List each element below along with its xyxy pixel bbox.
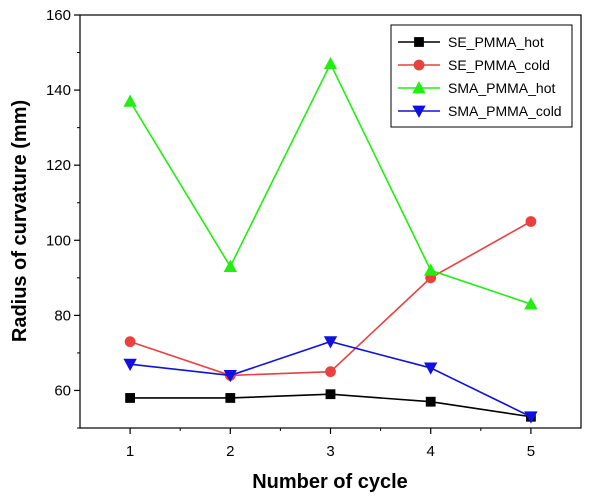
series-SMA_PMMA_cold — [123, 336, 538, 424]
legend-label: SE_PMMA_hot — [448, 34, 544, 50]
legend-marker — [413, 59, 425, 71]
data-point — [223, 259, 237, 272]
y-tick-label: 80 — [54, 307, 71, 324]
series-line — [129, 220, 532, 377]
data-point — [124, 336, 136, 348]
legend-label: SMA_PMMA_cold — [448, 103, 562, 119]
data-point — [325, 389, 336, 400]
legend-item: SE_PMMA_cold — [398, 57, 550, 73]
series-SE_PMMA_cold — [124, 216, 537, 381]
data-point — [525, 216, 537, 227]
x-tick-label: 2 — [226, 443, 234, 460]
data-point — [125, 393, 135, 403]
x-tick-label: 4 — [427, 443, 435, 460]
y-tick-label: 160 — [46, 7, 71, 24]
legend-item: SMA_PMMA_hot — [398, 80, 555, 96]
legend: SE_PMMA_hot SE_PMMA_cold SMA_PMMA_hot SMA_P… — [390, 24, 573, 128]
series-line — [130, 340, 532, 418]
x-axis-title: Number of cycle — [252, 471, 408, 493]
legend-label: SMA_PMMA_hot — [448, 80, 555, 96]
data-point — [424, 263, 438, 276]
y-tick-label: 120 — [46, 157, 71, 174]
data-point — [325, 366, 336, 378]
y-tick-label: 100 — [46, 232, 71, 249]
legend-marker — [412, 81, 426, 94]
legend-marker — [412, 105, 426, 118]
data-point — [123, 358, 137, 372]
data-point — [223, 370, 237, 383]
axis-ticks: 1 2 3 4 5 60 80 100 120 140 160 — [46, 7, 535, 460]
y-axis-title: Radius of curvature (mm) — [9, 100, 31, 342]
legend-marker — [414, 37, 424, 47]
legend-item: SMA_PMMA_cold — [398, 103, 562, 119]
legend-label: SE_PMMA_cold — [448, 57, 550, 73]
y-tick-label: 140 — [46, 82, 71, 99]
data-point — [524, 297, 538, 310]
x-tick-label: 1 — [126, 443, 134, 460]
x-tick-label: 3 — [326, 443, 334, 460]
data-point — [425, 396, 436, 407]
data-point — [323, 56, 338, 70]
series-SMA_PMMA_hot — [123, 56, 538, 310]
data-point — [123, 94, 137, 107]
y-tick-label: 60 — [54, 382, 71, 399]
data-point — [524, 411, 538, 424]
x-tick-label: 5 — [527, 443, 535, 460]
data-point — [424, 362, 438, 375]
series-group — [123, 56, 538, 424]
data-point — [225, 393, 236, 403]
data-point — [323, 336, 338, 349]
legend-item: SE_PMMA_hot — [398, 34, 544, 50]
series-SE_PMMA_hot — [125, 389, 536, 422]
